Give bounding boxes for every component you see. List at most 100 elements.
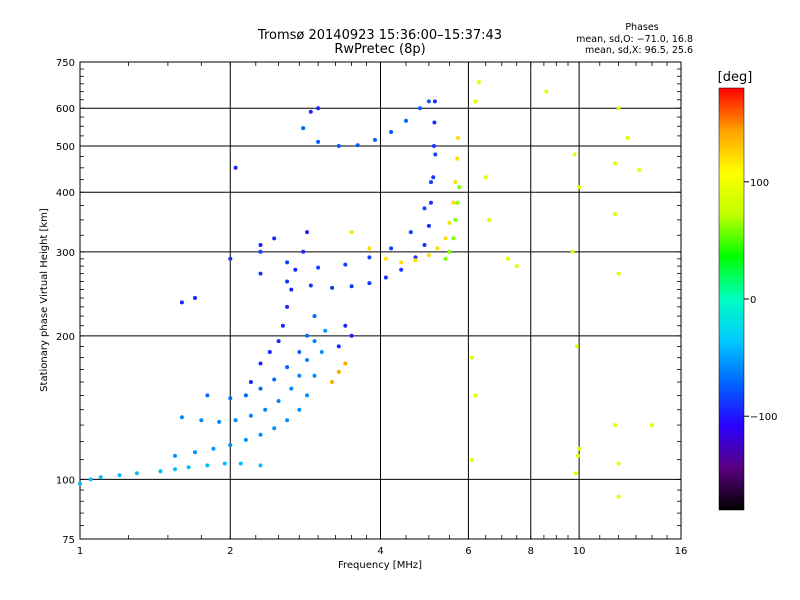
colorbar-tick-label: 100: [750, 178, 769, 189]
data-point: [426, 223, 431, 228]
data-point: [330, 380, 335, 384]
data-point: [297, 407, 302, 412]
data-point: [238, 461, 243, 466]
colorbar-tick-label: −100: [750, 412, 777, 423]
data-point: [455, 200, 460, 205]
data-point: [173, 467, 177, 472]
data-point: [451, 236, 456, 241]
data-point: [456, 135, 460, 140]
data-point: [457, 185, 462, 190]
data-point: [228, 396, 233, 401]
data-point: [473, 393, 478, 398]
data-point: [312, 373, 317, 378]
data-point: [258, 432, 263, 437]
data-point: [297, 350, 302, 354]
data-point: [285, 260, 290, 265]
y-axis-ticks: 75 100 200 300 400 500 600 750: [56, 58, 681, 546]
data-point: [570, 249, 575, 254]
x-tick-label: 16: [675, 546, 688, 557]
data-point: [158, 469, 163, 474]
data-point: [429, 180, 433, 185]
grid-layer: [80, 62, 681, 539]
data-point: [205, 393, 210, 398]
data-point: [193, 450, 197, 455]
data-point: [228, 443, 233, 448]
data-point: [193, 296, 197, 300]
data-point: [316, 106, 321, 111]
data-point: [258, 463, 263, 468]
data-point: [453, 180, 458, 185]
data-point: [243, 393, 248, 398]
data-point: [613, 161, 617, 166]
data-point: [455, 156, 460, 161]
y-tick-label: 200: [56, 332, 75, 343]
data-point: [323, 328, 328, 333]
data-point: [470, 457, 474, 462]
data-point: [285, 279, 290, 284]
data-point: [514, 264, 519, 269]
data-point: [205, 463, 210, 468]
data-point: [272, 377, 277, 382]
data-point: [179, 300, 184, 305]
data-point: [258, 386, 263, 391]
data-point: [217, 419, 222, 424]
data-point: [258, 361, 263, 366]
data-point: [422, 206, 427, 211]
data-point: [285, 365, 290, 370]
data-point: [426, 253, 431, 258]
data-point: [577, 185, 582, 190]
series-group: [470, 80, 655, 499]
data-point: [637, 168, 642, 173]
x-tick-label: 4: [377, 546, 383, 557]
data-point: [505, 256, 510, 261]
data-point: [367, 255, 372, 260]
phase-colorbar: [deg] 100 0 −100: [718, 70, 777, 511]
data-point: [432, 120, 437, 125]
data-point: [272, 236, 277, 241]
data-point: [289, 287, 294, 292]
data-point: [408, 230, 413, 235]
x-tick-label: 1: [77, 546, 83, 557]
data-point: [616, 106, 621, 111]
data-point: [308, 109, 313, 114]
data-point: [451, 200, 456, 205]
data-point: [330, 285, 335, 290]
data-point: [650, 423, 655, 428]
data-point: [336, 144, 341, 148]
data-point: [435, 246, 440, 251]
data-point: [349, 284, 354, 289]
data-point: [572, 152, 577, 157]
series-group: [349, 135, 460, 265]
y-tick-label: 75: [62, 535, 75, 546]
chart-title: Tromsø 20140923 15:36:00–15:37:43: [257, 28, 502, 43]
colorbar-ticks: 100 0 −100: [744, 178, 777, 423]
data-point: [336, 369, 341, 374]
series-group: [173, 328, 328, 458]
x-tick-label: 2: [227, 546, 233, 557]
y-axis-label: Stationary phase Virtual Height [km]: [39, 208, 50, 392]
data-point: [263, 407, 268, 412]
data-point: [88, 477, 93, 482]
data-point: [577, 446, 582, 451]
data-point: [404, 118, 408, 123]
data-point: [258, 249, 263, 254]
data-point: [98, 475, 103, 480]
data-point: [477, 80, 481, 85]
series-group: [205, 314, 317, 401]
y-tick-label: 100: [56, 475, 75, 486]
data-point: [305, 333, 309, 338]
data-point: [443, 256, 448, 261]
data-point: [613, 212, 617, 216]
data-point: [432, 144, 436, 148]
data-point: [312, 314, 317, 319]
data-point: [276, 339, 281, 344]
data-point: [422, 243, 427, 247]
data-point: [316, 265, 321, 270]
data-point: [222, 461, 227, 466]
data-point: [78, 481, 82, 486]
data-point: [429, 200, 433, 205]
data-point: [413, 258, 418, 263]
data-point: [276, 399, 281, 403]
data-point: [233, 418, 238, 423]
data-point: [367, 281, 372, 286]
